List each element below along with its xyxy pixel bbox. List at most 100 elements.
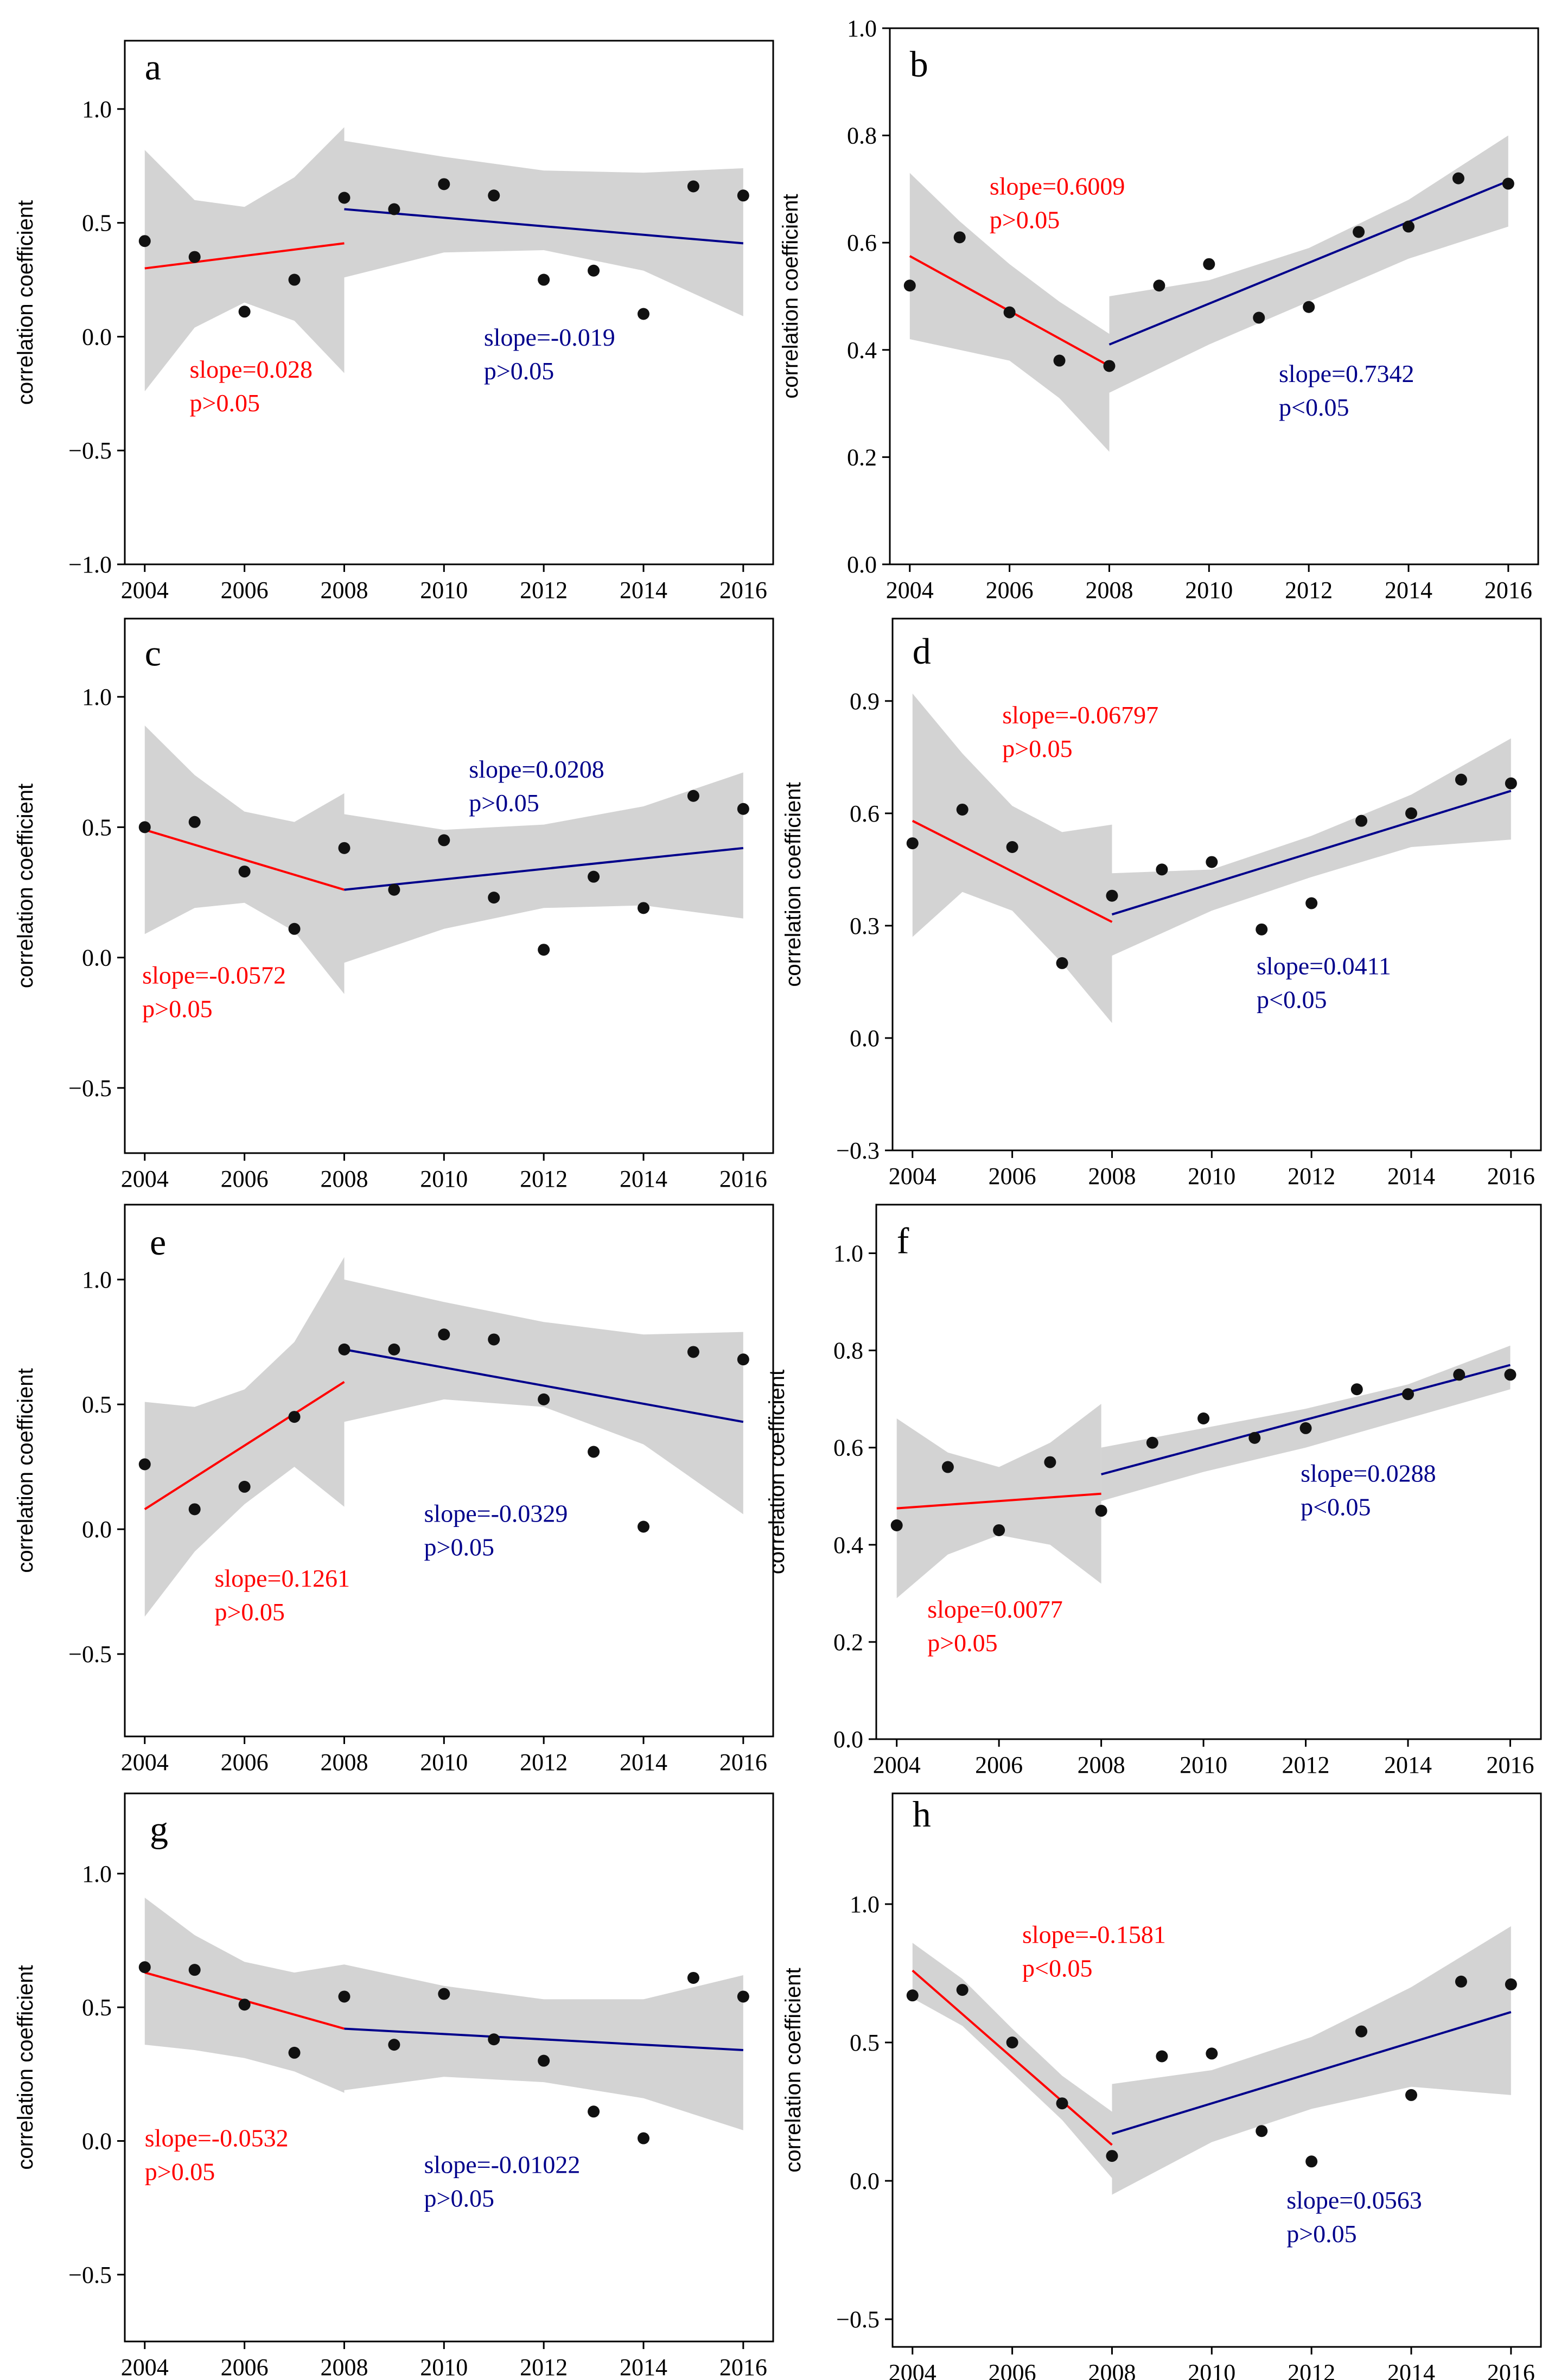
y-tick-label: 0.0 [82, 945, 112, 971]
x-tick-label: 2012 [1288, 2359, 1335, 2380]
fit-line-1 [912, 1969, 1113, 2146]
data-point [903, 279, 916, 292]
fit-line-1 [144, 242, 345, 270]
data-point [388, 203, 400, 215]
y-tick-label: −0.5 [836, 2306, 880, 2333]
x-tick-label: 2014 [1385, 577, 1432, 603]
annotation-line: p>0.05 [142, 995, 212, 1023]
data-point [1505, 777, 1517, 790]
data-point [188, 1503, 201, 1516]
x-tick-label: 2012 [520, 1749, 568, 1776]
panel-b: 0.0 0.2 0.4 0.6 0.8 1.0 2004 2006 2008 2010 2012 20… [779, 15, 1539, 603]
x-tick-label: 2004 [121, 1166, 169, 1192]
confidence-band-1 [912, 1943, 1112, 2178]
data-point [588, 2105, 600, 2118]
data-point [737, 189, 749, 202]
x-tick-label: 2004 [121, 577, 169, 603]
y-tick-label: 0.4 [833, 1532, 863, 1558]
data-point [438, 178, 450, 190]
x-tick-label: 2006 [986, 577, 1034, 603]
data-point [188, 1964, 201, 1976]
confidence-band-2 [1112, 738, 1511, 956]
slope-annotation-2: slope=-0.01022 p>0.05 [424, 2151, 581, 2212]
data-point [737, 1990, 749, 2003]
x-tick-label: 2008 [1088, 1163, 1136, 1189]
data-point [1453, 1369, 1466, 1381]
y-axis-title: correlation coefficient [781, 1968, 805, 2172]
x-tick-label: 2016 [719, 2354, 767, 2380]
data-point [687, 790, 699, 802]
annotation-line: slope=0.028 [190, 355, 313, 383]
x-tick-label: 2016 [1484, 577, 1532, 603]
y-tick-label: 0.4 [847, 337, 877, 364]
x-tick-label: 2008 [1085, 577, 1133, 603]
slope-annotation-1: slope=-0.0532 p>0.05 [145, 2124, 289, 2185]
slope-annotation-1: slope=0.028 p>0.05 [190, 355, 313, 417]
panel-label: g [150, 1809, 168, 1850]
fit-line-2 [1108, 180, 1509, 346]
slope-annotation-2: slope=-0.019 p>0.05 [484, 323, 615, 385]
panel-label: a [145, 46, 161, 87]
data-point [138, 1458, 151, 1471]
y-tick-label: 1.0 [82, 1861, 112, 1887]
x-tick-label: 2012 [520, 577, 568, 603]
data-point [188, 251, 201, 263]
data-point [488, 892, 500, 904]
annotation-line: slope=0.0411 [1257, 952, 1391, 980]
data-point [588, 870, 600, 883]
panel-label: d [913, 631, 931, 672]
x-tick-label: 2010 [1188, 2359, 1235, 2380]
confidence-band-2 [1109, 135, 1508, 393]
panel-a: −1.0 −0.5 0.0 0.5 1.0 2004 2006 2008 2010 2012 201… [14, 40, 774, 603]
x-tick-label: 2008 [1078, 1752, 1125, 1778]
data-point [538, 944, 550, 956]
data-point [1455, 773, 1467, 786]
slope-annotation-1: slope=-0.1581 p<0.05 [1022, 1920, 1166, 1982]
fit-line-2 [1111, 790, 1512, 916]
y-tick-label: 0.0 [833, 1726, 863, 1753]
y-tick-label: 0.5 [850, 2029, 880, 2056]
x-tick-label: 2012 [1288, 1163, 1335, 1189]
axes-frame [124, 1204, 774, 1738]
annotation-line: p>0.05 [927, 1629, 997, 1657]
data-point [288, 1411, 301, 1423]
data-point [1305, 2155, 1318, 2168]
x-tick-label: 2012 [1282, 1752, 1330, 1778]
fit-line-2 [1101, 1364, 1511, 1475]
annotation-line: slope=-0.0572 [142, 962, 286, 989]
x-tick-label: 2010 [420, 2354, 468, 2380]
data-point [1146, 1436, 1158, 1449]
data-point [188, 816, 201, 828]
data-point [438, 1988, 450, 2000]
panel-label: e [150, 1221, 166, 1263]
data-point [1053, 354, 1066, 367]
data-point [1056, 957, 1068, 969]
panel-label: b [910, 43, 928, 85]
data-point [956, 1984, 969, 1996]
x-tick-label: 2014 [1387, 1163, 1435, 1189]
panel-g: −0.5 0.0 0.5 1.0 2004 2006 2008 2010 2012 2014 201… [14, 1792, 774, 2380]
x-tick-label: 2008 [320, 1166, 368, 1192]
annotation-line: slope=0.7342 [1279, 360, 1415, 387]
y-tick-label: 0.5 [82, 1391, 112, 1418]
annotation-line: p<0.05 [1022, 1954, 1092, 1982]
data-point [953, 231, 966, 244]
annotation-line: slope=0.0077 [927, 1595, 1063, 1623]
data-point [1504, 1369, 1517, 1381]
annotation-line: p>0.05 [214, 1598, 284, 1626]
x-tick-label: 2004 [889, 2359, 936, 2380]
data-point [906, 837, 919, 850]
confidence-band-2 [1112, 1926, 1511, 2195]
confidence-band-1 [144, 127, 345, 392]
y-axis-title: correlation coefficient [779, 194, 802, 398]
axes-frame [124, 618, 774, 1154]
x-tick-label: 2004 [889, 1163, 936, 1189]
panel-label: c [145, 632, 161, 673]
data-point [1156, 2050, 1168, 2063]
data-point [1353, 226, 1365, 238]
y-tick-label: −0.3 [836, 1137, 880, 1164]
data-point [1103, 360, 1116, 372]
y-tick-label: 1.0 [847, 15, 877, 42]
x-tick-label: 2014 [1387, 2359, 1435, 2380]
x-tick-label: 2012 [520, 1166, 568, 1192]
